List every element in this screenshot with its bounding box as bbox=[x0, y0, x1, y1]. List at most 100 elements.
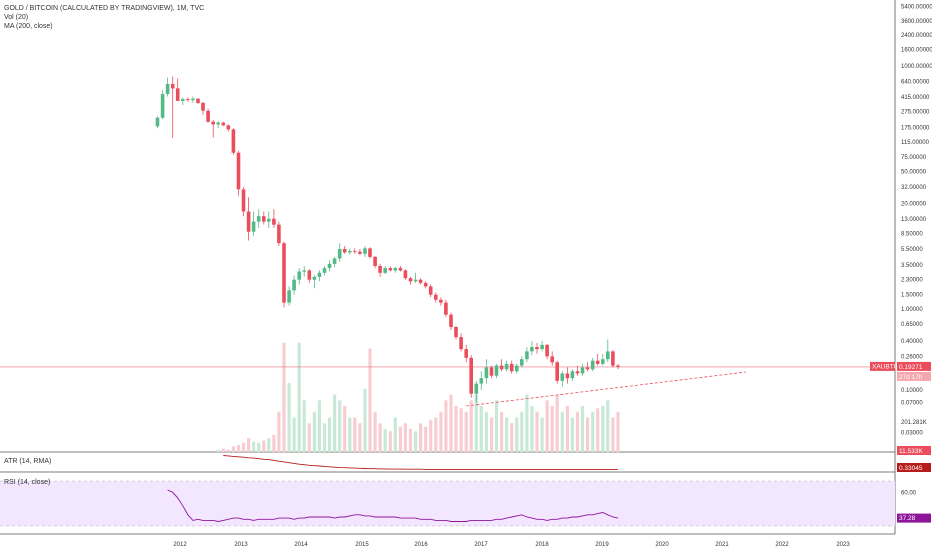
price-tick-label: 20.00000 bbox=[901, 202, 927, 208]
candle-body bbox=[388, 268, 393, 271]
volume-bar bbox=[363, 388, 367, 453]
candle-body bbox=[590, 360, 595, 370]
price-tick-label: 3600.00000 bbox=[901, 19, 932, 25]
countdown-tag bbox=[897, 371, 931, 381]
candle-body bbox=[509, 363, 514, 372]
volume-bar bbox=[459, 408, 463, 452]
candle-body bbox=[332, 258, 337, 264]
candle-body bbox=[428, 286, 433, 295]
volume-bar bbox=[555, 394, 559, 452]
volume-bar bbox=[393, 417, 397, 452]
candle-body bbox=[191, 98, 195, 101]
candle-body bbox=[484, 367, 489, 379]
candle-body bbox=[262, 216, 266, 222]
price-tick-label: 0.07000 bbox=[901, 401, 923, 407]
candle-body bbox=[403, 270, 408, 279]
volume-bar bbox=[388, 431, 392, 452]
volume-bar bbox=[307, 423, 311, 453]
time-tick-label: 2022 bbox=[775, 542, 789, 548]
volume-bar bbox=[333, 394, 337, 452]
price-tags: XAUBTC 0.19271 27d 17h 11.533K 0.33045 37.28 bbox=[870, 361, 931, 523]
volume-bar bbox=[500, 411, 504, 453]
volume-bar bbox=[302, 400, 306, 453]
candle-body bbox=[368, 248, 372, 257]
candle-body bbox=[160, 94, 165, 118]
ma-legend[interactable]: MA (200, close) bbox=[4, 23, 53, 30]
candle-body bbox=[439, 299, 443, 303]
volume-bar bbox=[510, 423, 514, 453]
candle-body bbox=[555, 362, 559, 381]
atr-legend[interactable]: ATR (14, RMA) bbox=[4, 458, 52, 465]
volume-bar bbox=[525, 394, 529, 452]
price-tick-label: 1.00000 bbox=[901, 307, 923, 313]
candle-body bbox=[322, 268, 327, 273]
candle-body bbox=[246, 211, 251, 232]
candle-body bbox=[211, 121, 215, 125]
time-tick-label: 2018 bbox=[535, 542, 549, 548]
volume-tag bbox=[897, 446, 931, 455]
candle-body bbox=[459, 337, 463, 350]
candle-body bbox=[474, 383, 479, 394]
time-tick-label: 2012 bbox=[173, 542, 187, 548]
grid-layer bbox=[0, 0, 896, 535]
price-tick-label: 2.30000 bbox=[901, 278, 923, 284]
candle-body bbox=[606, 351, 610, 360]
candle-body bbox=[418, 279, 423, 283]
time-tick-label: 2019 bbox=[595, 542, 609, 548]
candle-body bbox=[434, 294, 438, 300]
volume-bar bbox=[505, 417, 509, 452]
time-tick-label: 2020 bbox=[655, 542, 669, 548]
volume-bar bbox=[434, 417, 438, 452]
candle-body bbox=[393, 268, 398, 271]
volume-bar bbox=[231, 446, 235, 453]
time-tick-label: 2023 bbox=[836, 542, 850, 548]
candle-body bbox=[175, 88, 180, 101]
symbol-tag bbox=[870, 361, 895, 371]
volume-bar bbox=[267, 438, 271, 452]
volume-bar bbox=[327, 417, 332, 452]
volume-bar bbox=[601, 406, 605, 452]
candle-body bbox=[580, 367, 585, 374]
time-tick-label: 2015 bbox=[355, 542, 369, 548]
candle-body bbox=[236, 152, 241, 190]
candle-body bbox=[231, 129, 236, 153]
candle-body bbox=[251, 221, 256, 232]
time-tick-label: 2014 bbox=[294, 542, 308, 548]
volume-bar bbox=[343, 406, 347, 452]
volume-bar bbox=[241, 442, 246, 452]
price-tick-label: 640.00000 bbox=[901, 80, 930, 86]
candle-body bbox=[267, 218, 271, 222]
candle-body bbox=[413, 279, 418, 282]
volume-bar bbox=[247, 438, 251, 452]
volume-bar bbox=[545, 400, 549, 453]
price-tick-label: 1000.00000 bbox=[901, 64, 932, 70]
candle-body bbox=[595, 360, 600, 364]
candle-body bbox=[616, 365, 620, 367]
volume-bar bbox=[489, 417, 494, 452]
volume-bar bbox=[277, 411, 281, 453]
chart-title: GOLD / BITCOIN (CALCULATED BY TRADINGVIE… bbox=[4, 5, 205, 12]
volume-bar bbox=[282, 342, 286, 453]
volume-bar bbox=[570, 417, 574, 452]
rsi-legend[interactable]: RSI (14, close) bbox=[4, 479, 51, 486]
volume-bar bbox=[540, 417, 544, 452]
volume-bar bbox=[560, 411, 564, 453]
vol-legend[interactable]: Vol (20) bbox=[4, 14, 29, 21]
volume-bar bbox=[403, 423, 407, 453]
candle-body bbox=[226, 125, 231, 130]
rsi-band bbox=[0, 481, 895, 526]
volume-bar bbox=[454, 406, 458, 452]
volume-bar bbox=[611, 417, 615, 452]
rsi-layer bbox=[0, 480, 895, 527]
candle-body bbox=[165, 84, 170, 95]
price-tick-label: 2400.00000 bbox=[901, 33, 932, 39]
trendline-layer bbox=[0, 366, 895, 407]
volume-bar bbox=[550, 406, 554, 452]
candle-body bbox=[358, 251, 362, 254]
candle-body bbox=[327, 263, 332, 268]
volume-bar bbox=[474, 394, 478, 452]
price-tick-label: 0.10000 bbox=[901, 388, 923, 394]
time-tick-label: 2017 bbox=[474, 542, 488, 548]
